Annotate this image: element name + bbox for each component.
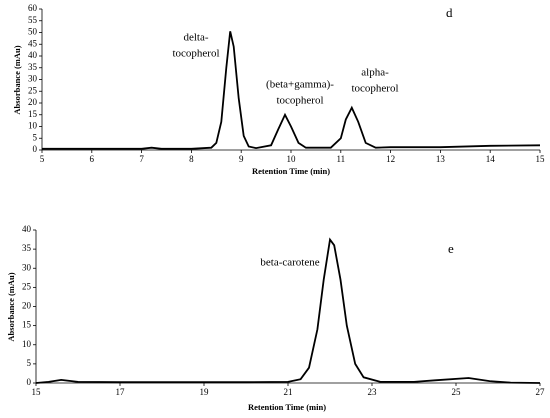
y-tick-label: 50 (28, 27, 38, 37)
peak-annotation: tocopherol (351, 83, 398, 95)
x-tick-label: 17 (116, 387, 126, 397)
x-tick-label: 6 (90, 154, 95, 164)
y-tick-label: 25 (22, 281, 32, 291)
y-tick-label: 10 (22, 339, 32, 349)
peak-annotation: tocopherol (276, 95, 323, 107)
x-axis-label: Retention Time (min) (248, 402, 326, 412)
y-tick-label: 60 (28, 3, 38, 13)
y-tick-label: 30 (22, 262, 32, 272)
x-tick-label: 11 (336, 154, 345, 164)
y-axis-label: Absorbance (mAu) (6, 272, 16, 341)
y-tick-label: 35 (28, 62, 38, 72)
peak-annotation: delta- (183, 32, 208, 44)
x-tick-label: 12 (386, 154, 395, 164)
x-tick-label: 9 (239, 154, 244, 164)
x-tick-label: 13 (436, 154, 446, 164)
x-tick-label: 23 (368, 387, 378, 397)
y-tick-label: 15 (28, 109, 38, 119)
x-tick-label: 10 (287, 154, 297, 164)
x-tick-label: 7 (139, 154, 144, 164)
x-tick-label: 19 (200, 387, 210, 397)
peak-annotation: (beta+gamma)- (266, 79, 334, 91)
x-tick-label: 21 (284, 387, 293, 397)
y-tick-label: 0 (27, 377, 32, 387)
x-tick-label: 15 (536, 154, 546, 164)
y-tick-label: 10 (28, 121, 38, 131)
peak-annotation: tocopherol (172, 48, 219, 60)
y-tick-label: 25 (28, 85, 38, 95)
y-tick-label: 20 (28, 97, 38, 107)
panel-label: d (446, 5, 453, 20)
x-tick-label: 15 (32, 387, 42, 397)
chromatogram-line (42, 31, 541, 150)
peak-annotation: beta-carotene (260, 257, 319, 269)
y-tick-label: 20 (22, 301, 32, 311)
x-tick-label: 14 (486, 154, 496, 164)
y-tick-label: 5 (27, 358, 32, 368)
x-tick-label: 27 (536, 387, 546, 397)
y-tick-label: 30 (28, 74, 38, 84)
y-tick-label: 45 (28, 38, 38, 48)
y-tick-label: 0 (33, 144, 38, 154)
y-tick-label: 15 (22, 320, 32, 330)
x-tick-label: 25 (452, 387, 462, 397)
chromatogram-line (35, 237, 541, 384)
x-axis-label: Retention Time (min) (252, 166, 330, 176)
y-axis-label: Absorbance (mAu) (12, 45, 22, 114)
peak-annotation: alpha- (361, 67, 389, 79)
y-tick-label: 40 (22, 224, 32, 234)
panel-label: e (448, 241, 454, 256)
x-tick-label: 5 (40, 154, 45, 164)
y-tick-label: 5 (33, 132, 38, 142)
y-tick-label: 55 (28, 15, 38, 25)
y-tick-label: 40 (28, 50, 38, 60)
x-tick-label: 8 (189, 154, 194, 164)
y-tick-label: 35 (22, 243, 32, 253)
